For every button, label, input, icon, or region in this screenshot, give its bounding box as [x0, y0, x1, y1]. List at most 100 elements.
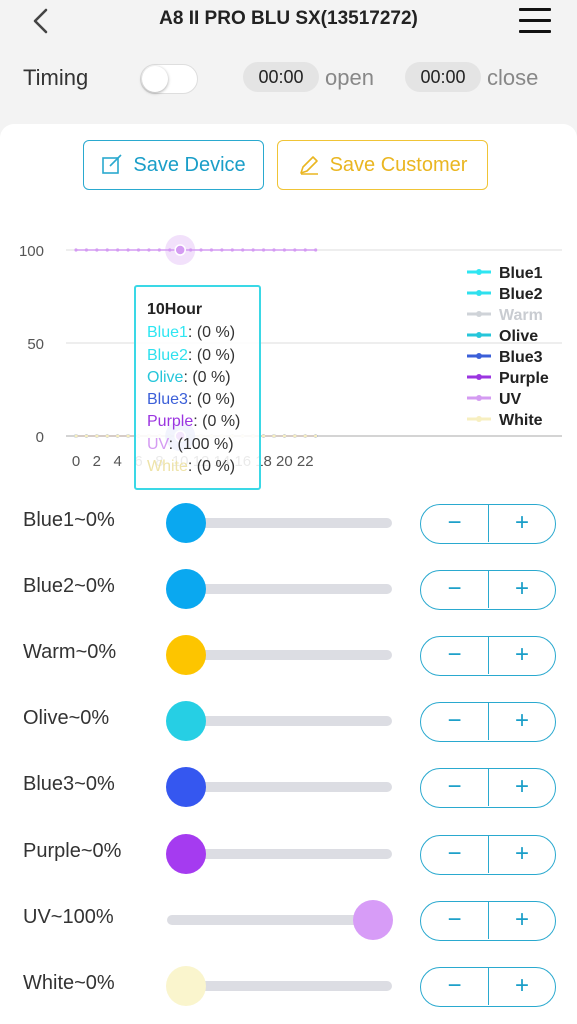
data-point-white [105, 434, 109, 438]
slider-thumb-blue1[interactable] [166, 503, 206, 543]
decrease-button-olive[interactable]: − [447, 707, 462, 735]
slider-track-purple[interactable] [167, 848, 392, 859]
slider-track-uv[interactable] [167, 914, 392, 925]
data-point-white [282, 434, 286, 438]
timing-toggle[interactable] [140, 64, 198, 94]
channel-label-blue2: Blue2~0% [23, 575, 115, 598]
slider-track-white[interactable] [167, 980, 392, 991]
decrease-button-white[interactable]: − [447, 971, 462, 999]
increase-button-white[interactable]: + [488, 967, 555, 1005]
slider-thumb-white[interactable] [166, 965, 206, 1006]
increase-button-blue1[interactable]: + [488, 505, 555, 542]
increase-button-olive[interactable]: + [488, 703, 555, 741]
legend-label-blue1: Blue1 [499, 265, 543, 282]
decrease-button-blue1[interactable]: − [447, 509, 462, 536]
channel-row-olive: Olive~0% − + [0, 696, 577, 746]
y-tick-label: 50 [27, 336, 44, 353]
legend-dot-warm [476, 311, 482, 317]
increase-button-uv[interactable]: + [488, 901, 555, 939]
slider-track-blue3[interactable] [167, 782, 392, 793]
data-point-white [116, 434, 120, 438]
data-point-uv [251, 248, 255, 252]
channel-row-blue1: Blue1~0% − + [0, 498, 577, 548]
x-tick-label: 22 [297, 453, 314, 470]
x-tick-label: 20 [276, 453, 293, 470]
data-point-uv [84, 248, 89, 252]
data-point-uv [189, 248, 193, 252]
data-point-uv [105, 248, 109, 252]
channel-label-warm: Warm~0% [23, 641, 117, 664]
chevron-left-icon[interactable] [30, 6, 52, 36]
save-customer-button[interactable]: Save Customer [277, 140, 488, 190]
data-point-white [272, 434, 276, 438]
channel-row-white: White~0% − + [0, 961, 577, 1011]
slider-thumb-olive[interactable] [166, 701, 206, 742]
increase-button-blue2[interactable]: + [488, 571, 555, 609]
increase-button-blue3[interactable]: + [488, 769, 555, 807]
slider-thumb-warm[interactable] [166, 635, 206, 676]
decrease-button-uv[interactable]: − [447, 905, 462, 933]
legend-label-white: White [499, 412, 543, 429]
decrease-button-warm[interactable]: − [447, 641, 462, 669]
page-title: A8 II PRO BLU SX(13517272) [159, 8, 418, 29]
timing-row: Timing 00:00 open 00:00 close [0, 55, 577, 101]
slider-thumb-blue2[interactable] [166, 569, 206, 610]
data-point-uv [303, 248, 307, 252]
slider-track-blue2[interactable] [167, 584, 392, 595]
legend-dot-uv [476, 395, 482, 401]
save-device-button[interactable]: Save Device [83, 140, 264, 190]
data-point-white [126, 434, 130, 438]
data-point-white [314, 434, 318, 438]
data-point-uv [168, 248, 172, 252]
slider-track-warm[interactable] [167, 650, 392, 661]
data-point-uv [261, 248, 266, 252]
legend-label-purple: Purple [499, 370, 549, 387]
spectrum-chart[interactable]: 0501000246810121416182022Blue1Blue2WarmO… [0, 224, 577, 494]
legend-dot-blue1 [476, 269, 482, 275]
data-point-white [74, 434, 78, 438]
close-time-field[interactable]: 00:00 [405, 62, 481, 92]
channel-row-purple: Purple~0% − + [0, 829, 577, 879]
legend-dot-white [476, 416, 482, 422]
y-tick-label: 0 [36, 429, 44, 446]
data-point-white [84, 434, 89, 438]
open-time-field[interactable]: 00:00 [243, 62, 319, 92]
data-point-white [95, 434, 99, 438]
decrease-button-blue2[interactable]: − [447, 575, 462, 603]
tooltip-line-blue1: Blue1: (0 %) [147, 324, 236, 342]
data-point-white [261, 434, 266, 438]
value-stepper-olive: − + [420, 702, 556, 743]
value-stepper-white: − + [420, 966, 556, 1007]
data-point-uv [126, 248, 130, 252]
data-point-uv [272, 248, 276, 252]
legend-dot-olive [476, 332, 482, 338]
data-point-uv [209, 248, 214, 252]
open-label: open [325, 65, 374, 90]
value-stepper-blue3: − + [420, 768, 556, 809]
slider-track-blue1[interactable] [167, 518, 392, 528]
channel-label-blue1: Blue1~0% [23, 509, 115, 531]
decrease-button-blue3[interactable]: − [447, 773, 462, 801]
legend-dot-purple [476, 374, 482, 380]
channel-label-white: White~0% [23, 971, 115, 994]
legend-dot-blue3 [476, 353, 482, 359]
data-point-uv [116, 248, 120, 252]
slider-thumb-uv[interactable] [353, 899, 393, 940]
top-bar: A8 II PRO BLU SX(13517272) [0, 0, 577, 44]
data-point-white [303, 434, 307, 438]
slider-track-olive[interactable] [167, 716, 392, 727]
value-stepper-uv: − + [420, 900, 556, 941]
slider-thumb-purple[interactable] [166, 833, 206, 874]
slider-thumb-blue3[interactable] [166, 767, 206, 808]
data-point-uv [199, 248, 203, 252]
decrease-button-purple[interactable]: − [447, 839, 462, 867]
data-point-uv [95, 248, 99, 252]
increase-button-purple[interactable]: + [488, 835, 555, 873]
x-tick-label: 0 [72, 453, 80, 470]
data-point-white [293, 434, 297, 438]
close-label: close [487, 65, 539, 90]
increase-button-warm[interactable]: + [488, 637, 555, 675]
data-point-uv [241, 248, 245, 252]
hamburger-menu-icon[interactable] [519, 8, 551, 34]
legend-label-olive: Olive [499, 328, 538, 345]
